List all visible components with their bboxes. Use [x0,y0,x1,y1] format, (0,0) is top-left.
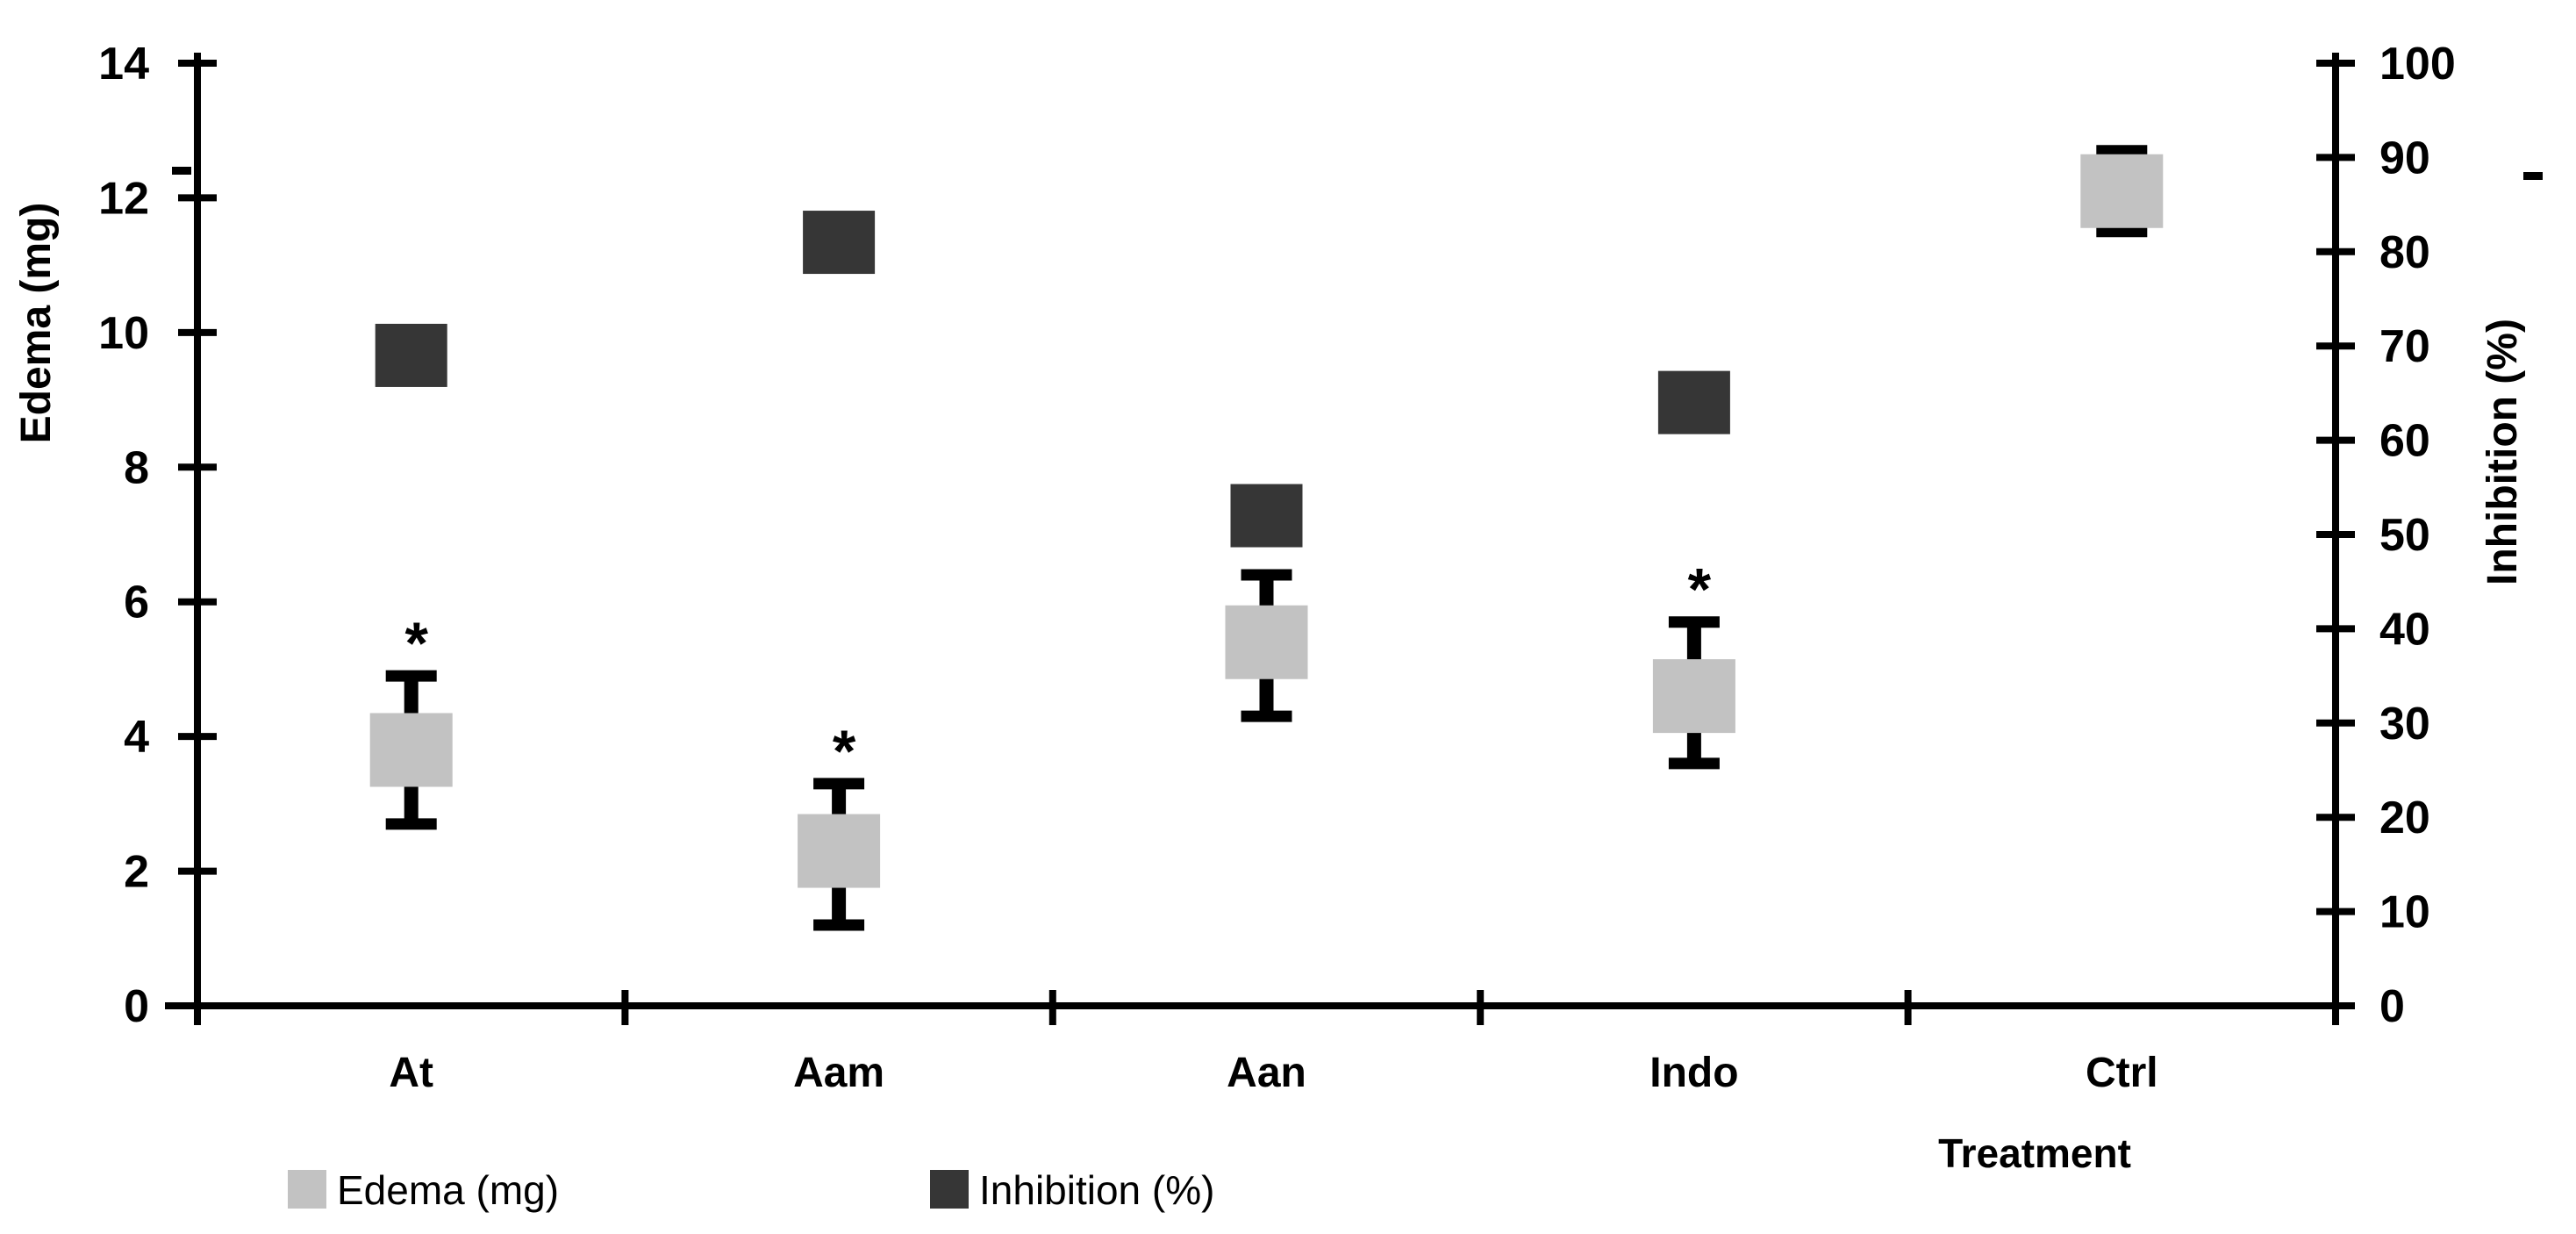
inhibition-marker [375,323,447,387]
y-left-tick-label: 14 [98,39,149,90]
y-left-tick-label: 8 [124,442,149,493]
right-axis-title-mark [2523,172,2543,180]
edema-marker [2080,154,2164,228]
y-left-tick-label: 2 [124,847,149,898]
significance-asterisk: * [833,718,856,785]
category-label: Aan [1227,1050,1306,1096]
legend-swatch-edema [288,1170,326,1209]
y-right-tick-label: 30 [2379,699,2430,750]
y-left-tick-label: 6 [124,578,149,628]
y-right-tick-label: 10 [2379,887,2430,938]
y-right-axis-title: Inhibition (%) [2479,319,2526,585]
y-right-tick-label: 70 [2379,321,2430,372]
x-axis-title: Treatment [1938,1130,2131,1176]
y-right-tick-label: 0 [2379,981,2405,1032]
significance-asterisk: * [1688,556,1712,623]
significance-asterisk: * [404,610,428,677]
y-right-tick-label: 20 [2379,793,2430,843]
y-left-tick-label: 12 [98,173,149,224]
category-label: Ctrl [2086,1050,2158,1096]
legend-label-inhibition: Inhibition (%) [979,1167,1214,1213]
edema-marker [1652,659,1735,734]
y-right-tick-label: 90 [2379,133,2430,183]
left-axis-title-mark [172,167,191,175]
y-left-tick-label: 4 [124,712,149,763]
edema-marker [369,713,453,787]
category-label: At [389,1050,433,1096]
y-right-tick-label: 100 [2379,39,2456,90]
y-right-tick-label: 80 [2379,227,2430,278]
y-right-tick-label: 60 [2379,416,2430,467]
y-right-tick-label: 40 [2379,604,2430,655]
legend-label-edema: Edema (mg) [337,1167,559,1213]
inhibition-marker [803,211,876,275]
inhibition-marker [1657,370,1730,434]
category-label: Aam [793,1050,884,1096]
y-left-tick-label: 0 [124,981,149,1032]
y-right-tick-label: 50 [2379,510,2430,561]
edema-marker [798,814,881,888]
edema-marker [1225,605,1308,679]
inhibition-marker [1230,484,1303,548]
y-left-axis-title: Edema (mg) [13,203,60,444]
category-label: Indo [1649,1050,1738,1096]
y-left-tick-label: 10 [98,308,149,359]
legend-swatch-inhibition [930,1170,969,1209]
